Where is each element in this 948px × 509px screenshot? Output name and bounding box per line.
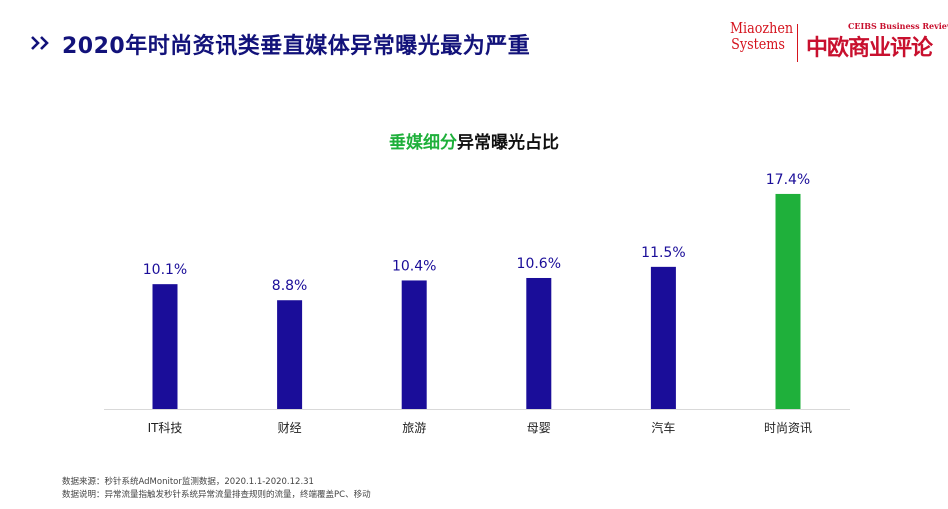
header: 2020年时尚资讯类垂直媒体异常曝光最为严重 Miaozhen Systems … xyxy=(0,0,948,90)
bar-3 xyxy=(526,277,552,409)
miaozhen-logo-line2: Systems xyxy=(731,35,785,53)
data-label-1: 8.8% xyxy=(272,278,308,294)
footnote-note: 数据说明：异常流量指触发秒针系统异常流量排查规则的流量，终端覆盖PC、移动 xyxy=(62,490,371,500)
miaozhen-logo-line1: Miaozhen xyxy=(730,19,794,37)
bar-chart: 10.1% IT科技 8.8% 财经 10.4% 旅游 10.6% 母婴 11.5% 汽车 17.4… xyxy=(104,172,850,435)
bar-2 xyxy=(401,280,427,409)
ceibs-logo-en: CEIBS Business Review xyxy=(848,21,948,31)
footnote-source: 数据来源：秒针系统AdMonitor监测数据，2020.1.1-2020.12.… xyxy=(62,477,314,487)
x-tick-label-0: IT科技 xyxy=(148,421,183,435)
chart-title-highlight: 垂媒细分 xyxy=(389,133,457,153)
bar-1 xyxy=(277,300,303,409)
page-title: 2020年时尚资讯类垂直媒体异常曝光最为严重 xyxy=(62,34,531,59)
bar-0 xyxy=(152,284,178,409)
bar-4 xyxy=(650,266,676,409)
data-label-3: 10.6% xyxy=(517,256,561,272)
x-tick-label-5: 时尚资讯 xyxy=(764,421,812,435)
x-tick-label-3: 母婴 xyxy=(527,421,551,435)
x-tick-label-4: 汽车 xyxy=(651,420,675,435)
x-tick-label-2: 旅游 xyxy=(402,421,426,435)
logo-divider xyxy=(797,24,798,62)
x-tick-label-1: 财经 xyxy=(278,421,302,435)
data-label-2: 10.4% xyxy=(392,258,436,274)
bar-5 xyxy=(775,193,801,409)
ceibs-logo-cn: 中欧商业评论 xyxy=(806,35,933,61)
chart-title: 垂媒细分异常曝光占比 xyxy=(0,128,948,153)
data-label-0: 10.1% xyxy=(143,262,187,278)
data-label-5: 17.4% xyxy=(766,172,810,188)
data-label-4: 11.5% xyxy=(641,245,685,261)
chart-title-rest: 异常曝光占比 xyxy=(457,133,559,153)
double-chevron-right-icon xyxy=(31,36,49,50)
footnotes: 数据来源：秒针系统AdMonitor监测数据，2020.1.1-2020.12.… xyxy=(62,476,371,502)
miaozhen-logo: Miaozhen Systems xyxy=(730,19,794,53)
